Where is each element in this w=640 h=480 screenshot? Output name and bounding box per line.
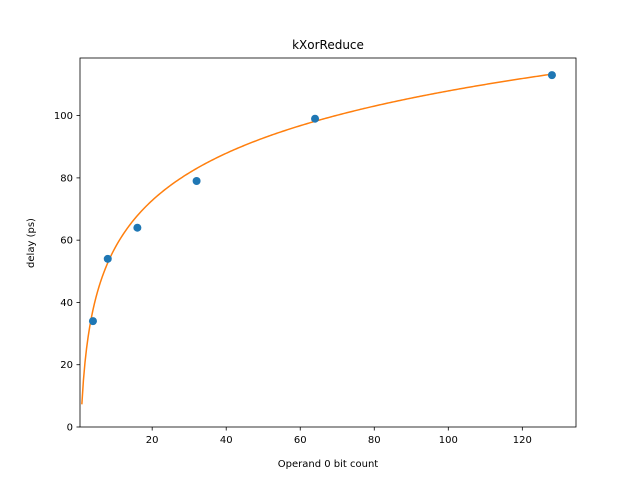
y-axis-ticks: 0 20 40 60 80 100 [54, 111, 80, 434]
x-tick-label: 40 [220, 435, 233, 446]
x-axis-label: Operand 0 bit count [278, 459, 379, 470]
data-point [311, 114, 320, 123]
x-tick-label: 20 [146, 435, 159, 446]
data-point [103, 254, 112, 263]
data-point [547, 71, 556, 80]
y-tick-label: 20 [60, 360, 73, 371]
y-tick-label: 80 [60, 173, 73, 184]
data-point [88, 317, 97, 326]
x-tick-label: 60 [294, 435, 307, 446]
x-tick-label: 80 [368, 435, 381, 446]
x-tick-label: 120 [513, 435, 532, 446]
x-tick-label: 100 [439, 435, 458, 446]
y-tick-label: 0 [67, 423, 73, 434]
plot-area [79, 57, 577, 428]
plot-frame [79, 57, 577, 428]
data-point [192, 177, 201, 185]
y-axis-label: delay (ps) [26, 218, 37, 268]
y-tick-label: 40 [60, 298, 73, 309]
y-tick-label: 100 [54, 111, 73, 122]
x-axis-ticks: 20 40 60 80 100 120 [146, 427, 532, 446]
data-point [133, 223, 142, 232]
chart-title: kXorReduce [292, 38, 364, 52]
y-tick-label: 60 [60, 236, 73, 247]
